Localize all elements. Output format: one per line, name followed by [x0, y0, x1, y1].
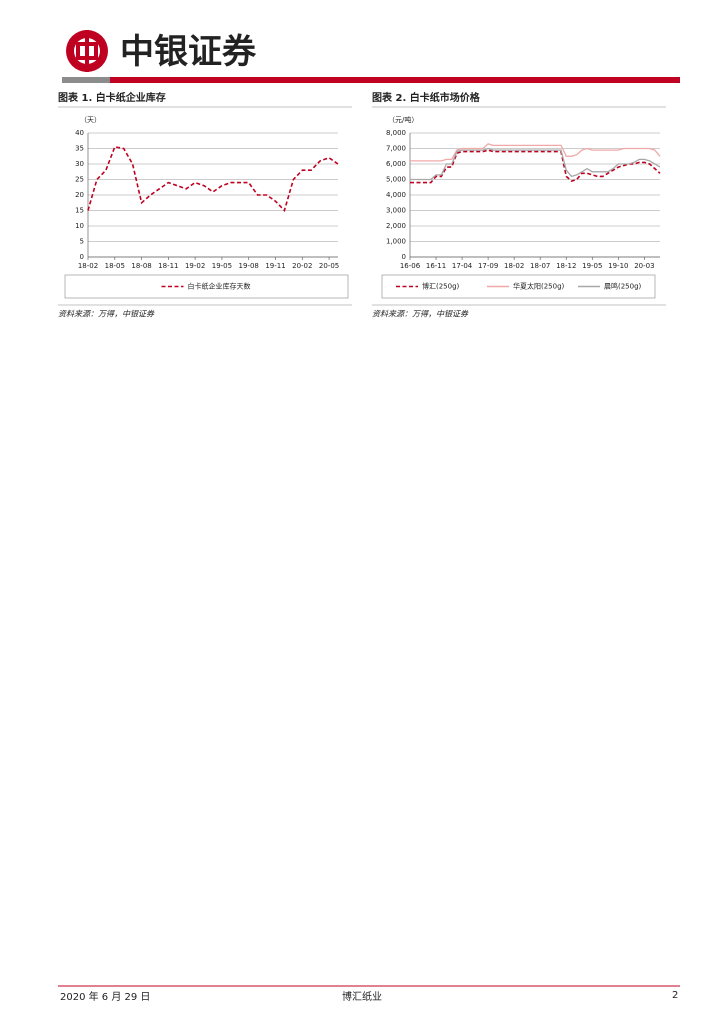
x-tick-label: 18-07: [530, 262, 550, 270]
series-line: [410, 147, 661, 181]
y-tick-label: 25: [75, 176, 84, 184]
y-tick-label: 2,000: [386, 222, 406, 230]
x-tick-label: 19-10: [608, 262, 628, 270]
figure-title: 图表 2. 白卡纸市场价格: [372, 91, 481, 104]
y-tick-label: 30: [75, 160, 84, 168]
page-number: 2: [672, 990, 678, 1001]
y-tick-label: 10: [75, 222, 84, 230]
y-tick-label: 15: [75, 207, 84, 215]
header-bar-red: [110, 77, 680, 83]
y-tick-label: 20: [75, 191, 84, 199]
x-tick-label: 19-08: [239, 262, 259, 270]
x-tick-label: 19-11: [265, 262, 285, 270]
x-tick-label: 17-09: [478, 262, 498, 270]
y-tick-label: 6,000: [386, 160, 406, 168]
legend-label: 华夏太阳(250g): [513, 282, 565, 291]
y-tick-label: 3,000: [386, 207, 406, 215]
x-tick-label: 18-02: [78, 262, 98, 270]
legend-box: [381, 274, 656, 299]
source: 资料来源：万得，中银证券: [372, 310, 469, 319]
x-tick-label: 18-12: [556, 262, 576, 270]
x-tick-label: 18-02: [504, 262, 524, 270]
legend-label: 白卡纸企业库存天数: [188, 282, 251, 291]
y-tick-label: 4,000: [386, 191, 406, 199]
legend-box: [64, 274, 349, 299]
x-tick-label: 19-05: [582, 262, 602, 270]
y-tick-label: 8,000: [386, 129, 406, 137]
legend-label: 博汇(250g): [422, 282, 460, 291]
x-tick-label: 20-02: [292, 262, 312, 270]
x-tick-label: 18-08: [131, 262, 151, 270]
y-tick-label: 1,000: [386, 238, 406, 246]
y-tick-label: 7,000: [386, 145, 406, 153]
footer-date: 2020 年 6 月 29 日: [60, 990, 150, 1003]
x-tick-label: 18-11: [158, 262, 178, 270]
header-bar-gray: [62, 77, 110, 83]
x-tick-label: 20-03: [634, 262, 654, 270]
y-tick-label: 40: [75, 129, 84, 137]
source: 资料来源：万得，中银证券: [58, 310, 155, 319]
x-tick-label: 17-04: [452, 262, 473, 270]
x-tick-label: 20-05: [319, 262, 339, 270]
series-line: [87, 145, 339, 213]
y-axis-label: （元/吨）: [388, 115, 418, 124]
figure-title: 图表 1. 白卡纸企业库存: [58, 91, 166, 104]
legend-label: 晨鸣(250g): [604, 282, 642, 291]
y-tick-label: 0: [402, 253, 406, 261]
y-tick-label: 35: [75, 145, 84, 153]
footer-company: 博汇纸业: [342, 990, 382, 1003]
y-tick-label: 5,000: [386, 176, 406, 184]
x-tick-label: 19-02: [185, 262, 205, 270]
x-tick-label: 16-11: [426, 262, 446, 270]
x-tick-label: 19-05: [212, 262, 232, 270]
y-axis-label: （天）: [80, 116, 101, 124]
series-line: [410, 143, 661, 162]
series-line: [410, 149, 661, 184]
y-tick-label: 5: [80, 238, 84, 246]
x-tick-label: 16-06: [400, 262, 421, 270]
brand: 中银证券: [120, 32, 257, 72]
logo: [66, 30, 108, 72]
y-tick-label: 0: [80, 253, 84, 261]
x-tick-label: 18-05: [105, 262, 125, 270]
